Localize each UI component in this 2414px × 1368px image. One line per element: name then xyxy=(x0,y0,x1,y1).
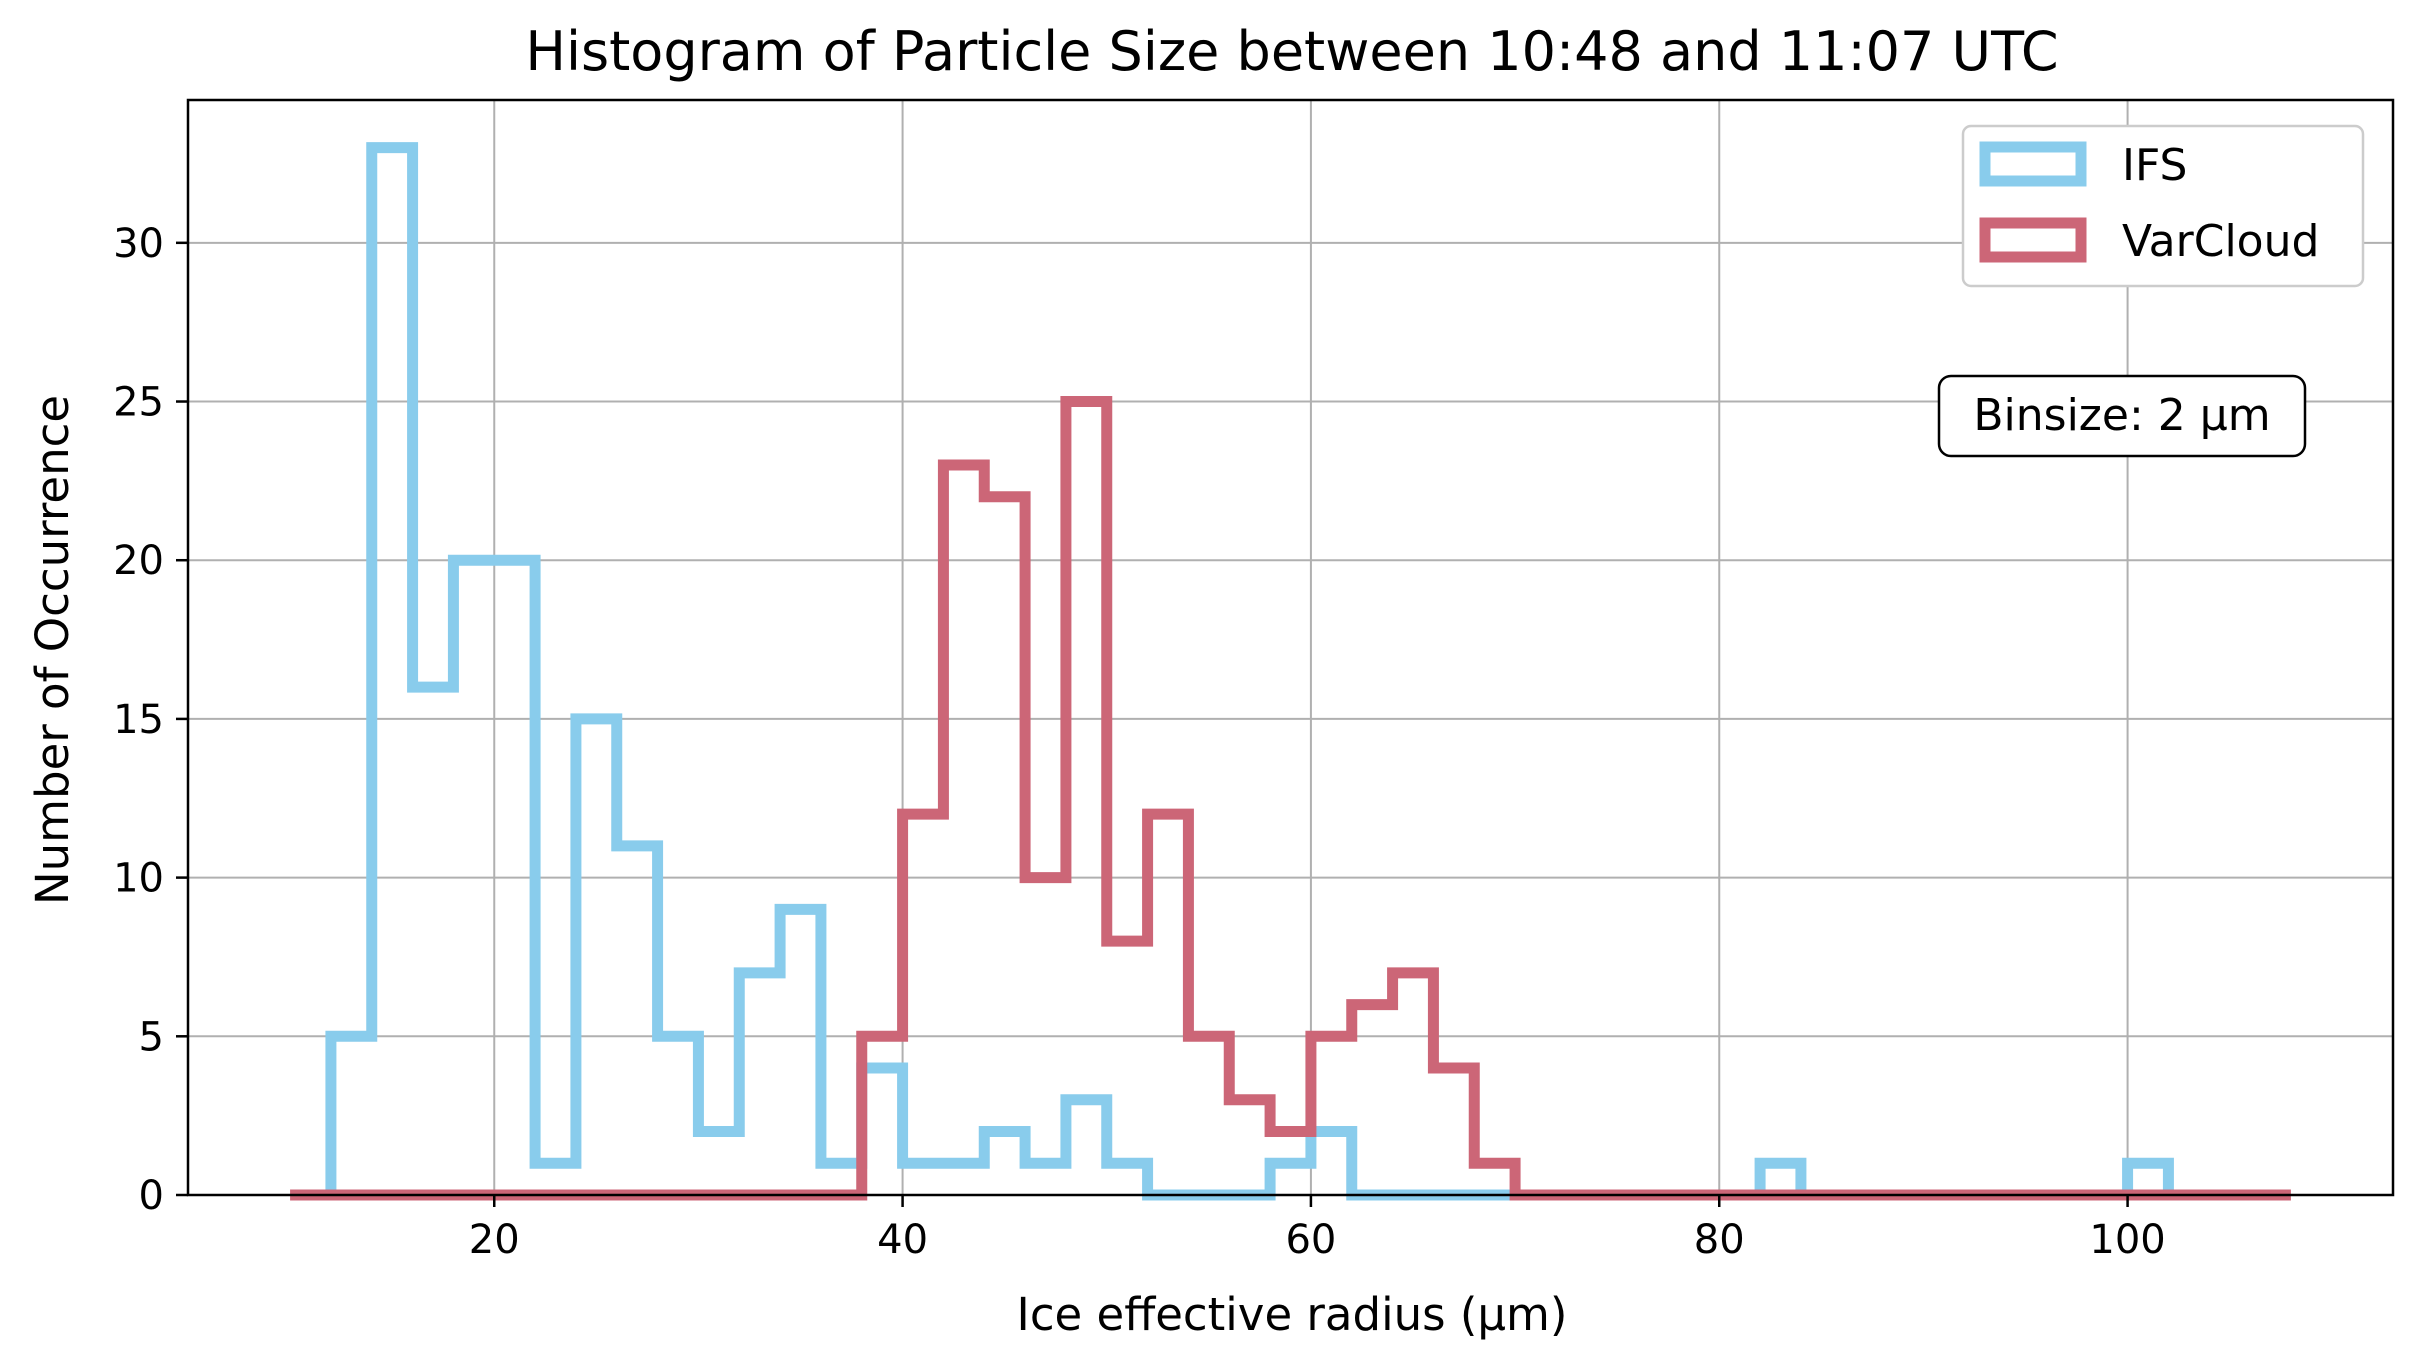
y-tick-label: 10 xyxy=(113,856,164,902)
x-tick-label: 80 xyxy=(1694,1217,1745,1263)
y-axis-label: Number of Occurrence xyxy=(26,395,79,905)
legend-swatch-ifs xyxy=(1979,141,2087,187)
y-tick-label: 15 xyxy=(113,697,164,743)
x-tick-label: 100 xyxy=(2089,1217,2165,1263)
x-tick-label: 40 xyxy=(877,1217,928,1263)
y-axis: 0 5 10 15 20 25 30 xyxy=(113,221,188,1219)
chart-title: Histogram of Particle Size between 10:48… xyxy=(525,20,2058,83)
legend: IFS VarCloud xyxy=(1961,124,2365,288)
histogram-step-varcloud xyxy=(290,396,2291,1201)
binsize-annotation: Binsize: 2 μm xyxy=(1937,374,2307,458)
x-tick-label: 60 xyxy=(1285,1217,1336,1263)
annotation-box xyxy=(1937,374,2307,458)
histogram-series xyxy=(290,142,2291,1201)
legend-swatch-varcloud xyxy=(1979,217,2087,263)
y-tick-label: 25 xyxy=(113,380,164,426)
annotation-text: Binsize: 2 μm xyxy=(1973,390,2270,441)
y-tick-label: 5 xyxy=(139,1014,164,1060)
histogram-step-ifs xyxy=(325,142,2174,1201)
x-axis-label: Ice effective radius (μm) xyxy=(1017,1288,1568,1341)
x-tick-label: 20 xyxy=(469,1217,520,1263)
legend-label-ifs: IFS xyxy=(2122,140,2187,191)
y-tick-label: 30 xyxy=(113,221,164,267)
plot-frame xyxy=(186,98,2395,1197)
x-axis: 20 40 60 80 100 xyxy=(469,1195,2166,1263)
legend-label-varcloud: VarCloud xyxy=(2122,216,2319,267)
y-tick-label: 0 xyxy=(139,1173,164,1219)
y-tick-label: 20 xyxy=(113,538,164,584)
legend-frame xyxy=(1961,124,2365,288)
